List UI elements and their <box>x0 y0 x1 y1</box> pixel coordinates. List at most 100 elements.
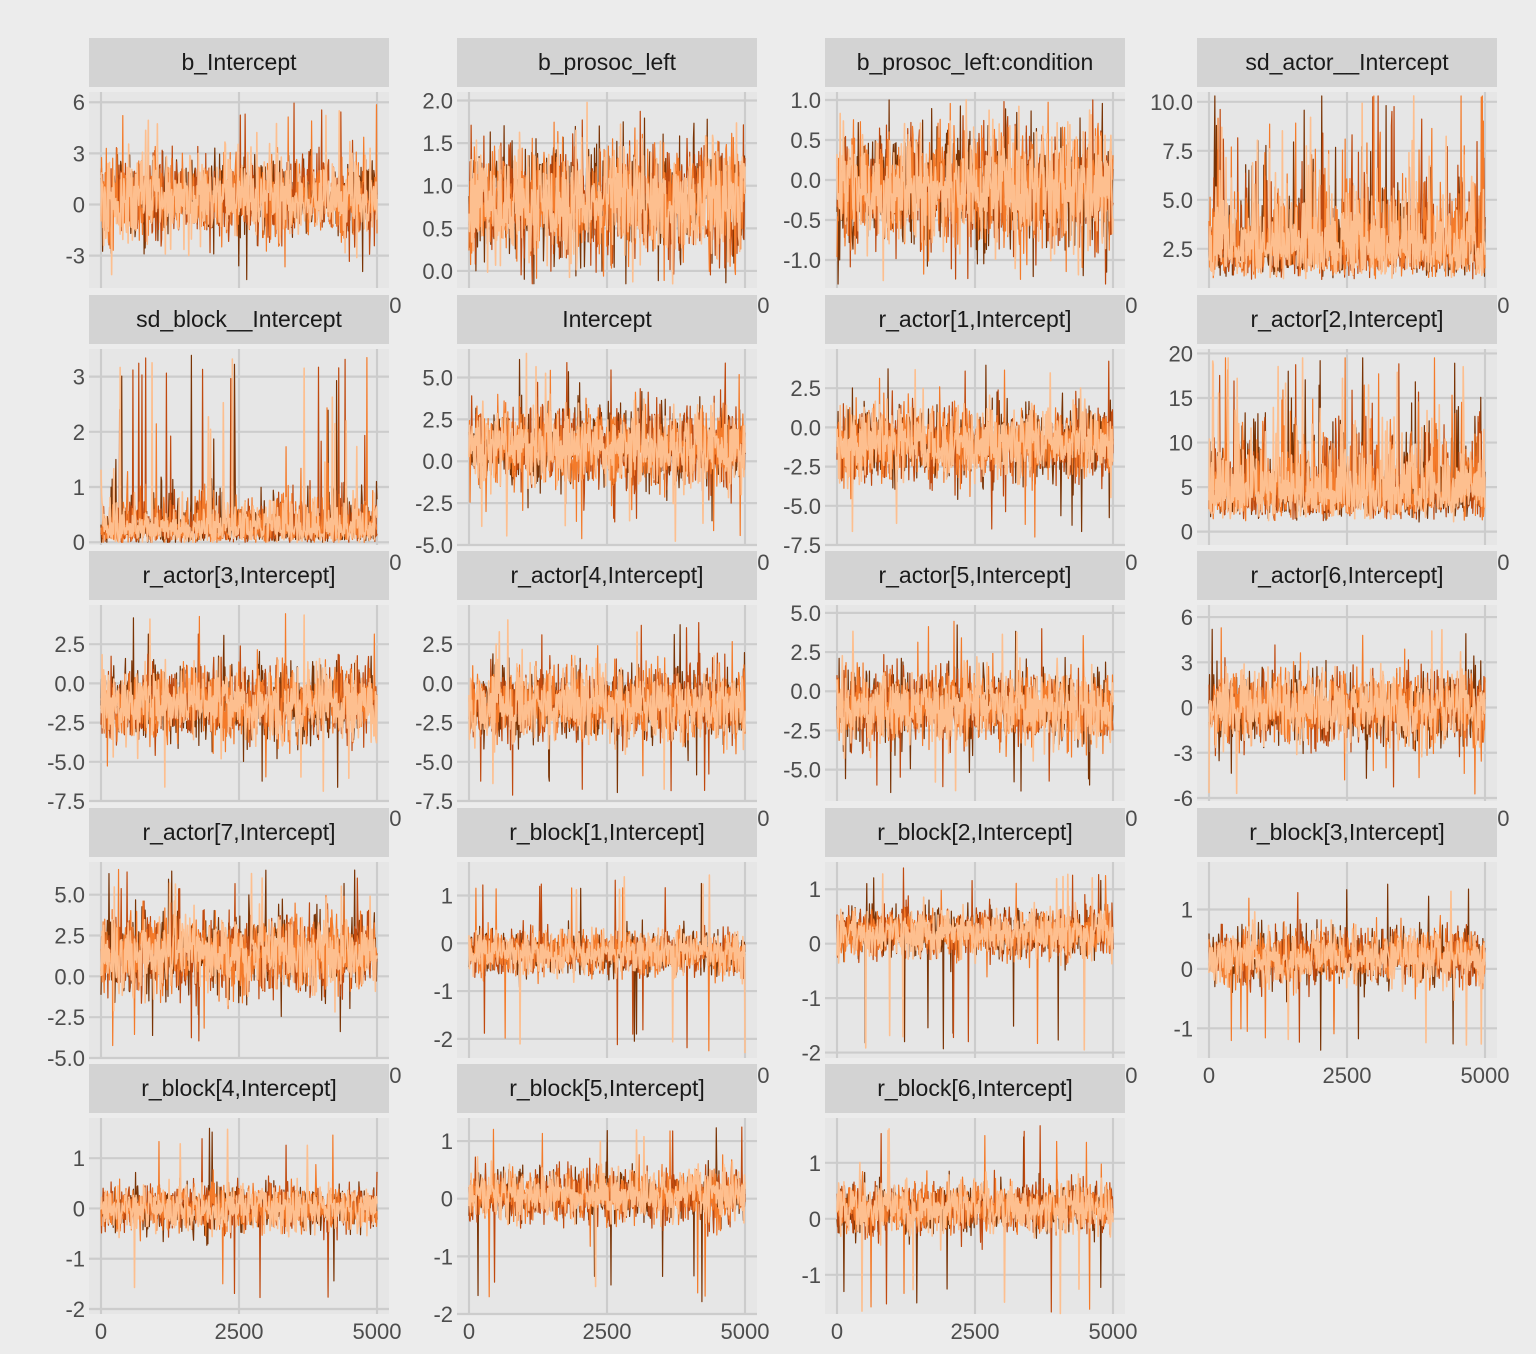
facet-strip-title: r_block[5,Intercept] <box>457 1064 757 1113</box>
y-tick-label: -2.5 <box>415 711 453 736</box>
x-tick-label: 5000 <box>1461 1063 1510 1088</box>
trace-panel: Intercept-5.0-2.50.02.55.0025005000 <box>415 295 769 575</box>
y-tick-label: 1 <box>809 1151 821 1176</box>
y-tick-label: 7.5 <box>1162 139 1193 164</box>
y-tick-label: 0 <box>809 932 821 957</box>
y-tick-label: -1 <box>801 1263 821 1288</box>
chain-trace-line <box>836 368 1114 533</box>
facet-strip-title: sd_actor__Intercept <box>1197 38 1497 87</box>
facet-strip-title: Intercept <box>457 295 757 344</box>
trace-panel: sd_actor__Intercept2.55.07.510.002500500… <box>1150 38 1509 318</box>
y-tick-label: 0.5 <box>422 216 453 241</box>
y-tick-label: -5.0 <box>415 750 453 775</box>
y-tick-label: 1 <box>809 877 821 902</box>
trace-panel: r_actor[6,Intercept]-6-3036025005000 <box>1173 551 1509 831</box>
trace-panel: r_actor[3,Intercept]-7.5-5.0-2.50.02.502… <box>47 551 401 831</box>
y-tick-label: 0 <box>73 530 85 555</box>
x-tick-label: 2500 <box>215 1319 264 1344</box>
facet-strip-title: r_block[2,Intercept] <box>825 808 1125 857</box>
chain-trace-line <box>100 358 378 544</box>
y-tick-label: -1 <box>1173 1016 1193 1041</box>
y-tick-label: 20 <box>1169 341 1193 366</box>
trace-plot-svg: -5.0-2.50.02.55.0025005000 <box>415 349 769 575</box>
facet-strip-title: sd_block__Intercept <box>89 295 389 344</box>
y-tick-label: 0.0 <box>790 168 821 193</box>
y-tick-label: 0.0 <box>422 671 453 696</box>
trace-panel: r_block[3,Intercept] -1 0 1 0 2500 5000 <box>1173 808 1509 1088</box>
trace-panel: sd_block__Intercept0123025005000 <box>73 295 401 575</box>
facet-strip-title: r_actor[5,Intercept] <box>825 551 1125 600</box>
y-tick-label: 0.0 <box>422 449 453 474</box>
y-tick-label: -2.5 <box>783 455 821 480</box>
y-tick-label: 0 <box>1181 520 1193 545</box>
y-tick-label: 1 <box>441 883 453 908</box>
x-tick-label: 2500 <box>583 1319 632 1344</box>
y-tick-label: 10.0 <box>1150 90 1193 115</box>
y-tick-label: 2.5 <box>54 632 85 657</box>
trace-plot-svg: -1 0 1 0 2500 5000 <box>801 1118 1137 1344</box>
y-tick-label: 0.0 <box>790 679 821 704</box>
facet-strip-title: r_actor[1,Intercept] <box>825 295 1125 344</box>
chain-trace-line <box>836 630 1114 792</box>
y-tick-label: 0 <box>73 1196 85 1221</box>
chain-trace-line <box>1208 628 1486 795</box>
x-tick-label: 0 <box>1203 1063 1215 1088</box>
y-tick-label: 6 <box>73 90 85 115</box>
y-tick-label: 1 <box>73 1146 85 1171</box>
trace-panel: r_block[5,Intercept] -2 -1 0 1 0 2500 5000 <box>433 1064 769 1344</box>
x-tick-label: 2500 <box>951 1319 1000 1344</box>
chain-trace-line <box>100 1128 378 1289</box>
trace-plot-svg: -6-3036025005000 <box>1173 605 1509 831</box>
facet-strip-title: r_actor[2,Intercept] <box>1197 295 1497 344</box>
y-tick-label: 6 <box>1181 605 1193 630</box>
x-tick-label: 5000 <box>721 1319 770 1344</box>
chain-trace-line <box>468 101 746 285</box>
chain-trace-line <box>100 872 378 1013</box>
facet-strip-title: r_actor[3,Intercept] <box>89 551 389 600</box>
x-tick-label: 2500 <box>1323 1063 1372 1088</box>
chain-trace-line <box>100 614 378 792</box>
y-tick-label: -7.5 <box>415 789 453 814</box>
chain-trace-line <box>836 1127 1114 1315</box>
trace-plot-svg: 2.55.07.510.0025005000 <box>1150 90 1509 318</box>
y-tick-label: 0 <box>441 931 453 956</box>
y-tick-label: -1 <box>65 1247 85 1272</box>
y-tick-label: -2 <box>65 1297 85 1322</box>
facet-strip-title: b_prosoc_left:condition <box>825 38 1125 87</box>
trace-panel: r_block[6,Intercept] -1 0 1 0 2500 5000 <box>801 1064 1137 1344</box>
chain-trace-line <box>100 109 378 276</box>
facet-strip-title: b_prosoc_left <box>457 38 757 87</box>
x-tick-label: 0 <box>831 1319 843 1344</box>
trace-plot-svg: -3036025005000 <box>65 90 401 318</box>
trace-plot-svg: 0123025005000 <box>73 349 401 575</box>
chain-trace-line <box>1208 890 1486 1046</box>
y-tick-label: 0 <box>1181 957 1193 982</box>
facet-strip-title: r_block[3,Intercept] <box>1197 808 1497 857</box>
facet-strip-title: r_block[4,Intercept] <box>89 1064 389 1113</box>
y-tick-label: 5.0 <box>54 883 85 908</box>
y-tick-label: 2 <box>73 420 85 445</box>
x-tick-label: 5000 <box>1089 1319 1138 1344</box>
chain-trace-line <box>836 873 1114 1051</box>
y-tick-label: 5.0 <box>1162 188 1193 213</box>
chain-trace-line <box>1208 357 1486 523</box>
y-tick-label: 3 <box>73 141 85 166</box>
trace-plot-svg: -7.5-5.0-2.50.02.5025005000 <box>783 349 1137 575</box>
y-tick-label: 10 <box>1169 431 1193 456</box>
trace-plot-svg: -7.5-5.0-2.50.02.5025005000 <box>415 605 769 831</box>
y-tick-label: 0 <box>1181 696 1193 721</box>
y-tick-label: 2.5 <box>54 924 85 949</box>
y-tick-label: 1 <box>441 1129 453 1154</box>
y-tick-label: -1 <box>801 986 821 1011</box>
y-tick-label: 2.5 <box>422 407 453 432</box>
y-tick-label: 0.5 <box>790 128 821 153</box>
trace-panel: r_actor[5,Intercept]-5.0-2.50.02.55.0025… <box>783 551 1137 831</box>
facet-strip-title: r_block[6,Intercept] <box>825 1064 1125 1113</box>
facet-strip-title: r_actor[4,Intercept] <box>457 551 757 600</box>
y-tick-label: 5.0 <box>790 601 821 626</box>
